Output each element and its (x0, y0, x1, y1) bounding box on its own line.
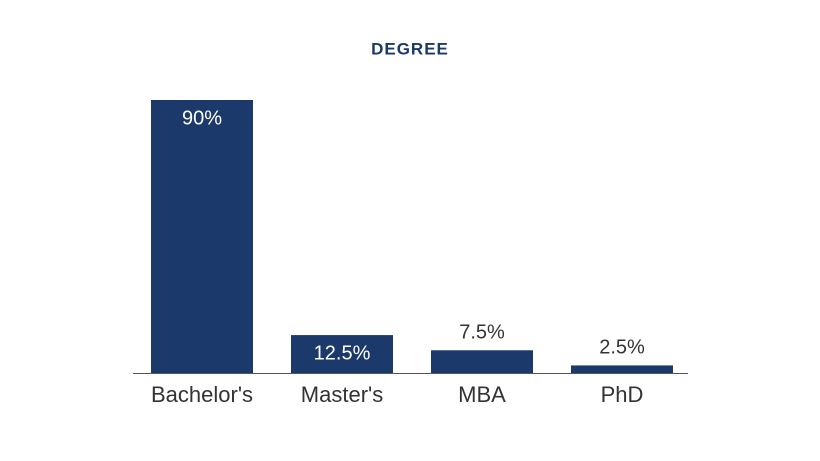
value-label: 7.5% (459, 322, 505, 344)
value-label: 2.5% (599, 337, 645, 359)
value-label: 90% (182, 107, 222, 129)
bar (571, 365, 673, 373)
bar (291, 335, 393, 373)
value-label: 12.5% (314, 342, 371, 364)
bar (431, 350, 533, 373)
x-tick-label: Bachelor's (151, 382, 253, 407)
x-tick-label: Master's (301, 382, 383, 407)
bar (151, 100, 253, 373)
x-tick-label: MBA (458, 382, 506, 407)
x-tick-label: PhD (601, 382, 644, 407)
chart-title: DEGREE (371, 39, 449, 58)
